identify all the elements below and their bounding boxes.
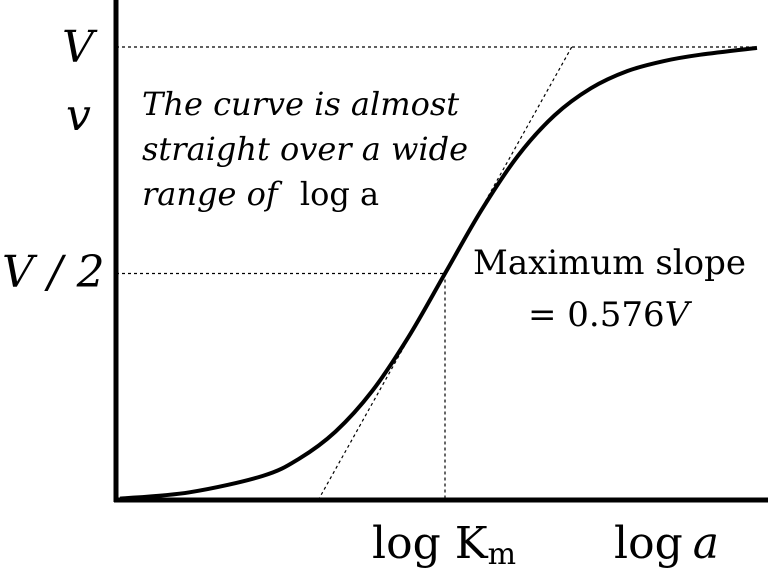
- x-tick-log-km: log Km: [372, 518, 516, 572]
- y-tick-v-max: V: [62, 22, 98, 73]
- y-tick-v-half: V / 2: [2, 247, 105, 298]
- curve-note-line-2: straight over a wide: [142, 130, 468, 168]
- curve-note-line-1: The curve is almost: [142, 85, 459, 123]
- y-axis-title: v: [66, 90, 91, 141]
- slope-note-line-2: = 0.576V: [528, 295, 693, 335]
- slope-note-line-1: Maximum slope: [473, 243, 746, 283]
- saturation-curve: [119, 45, 758, 501]
- x-axis-title: log a: [614, 518, 719, 569]
- curve-note-line-3: range of log a: [142, 175, 379, 213]
